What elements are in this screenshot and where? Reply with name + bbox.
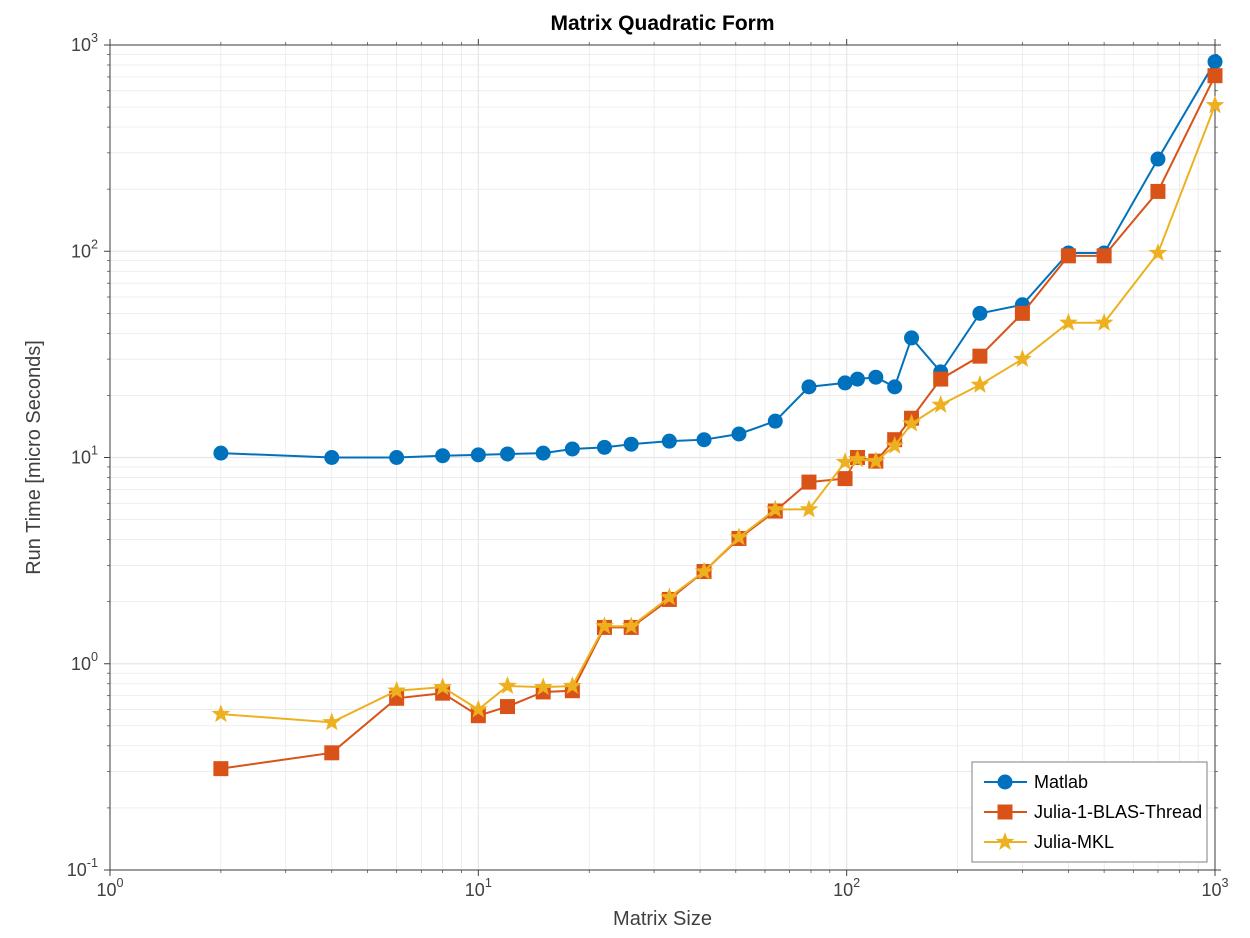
marker-square (1097, 249, 1111, 263)
marker-circle (1151, 152, 1165, 166)
chart-title: Matrix Quadratic Form (550, 12, 774, 35)
marker-circle (888, 380, 902, 394)
marker-circle (697, 433, 711, 447)
marker-circle (390, 451, 404, 465)
marker-circle (214, 446, 228, 460)
legend-label: Julia-1-BLAS-Thread (1034, 802, 1202, 822)
marker-square (325, 746, 339, 760)
marker-circle (325, 451, 339, 465)
chart-container: 10010110210310-1100101102103Matrix SizeR… (0, 0, 1250, 938)
marker-circle (565, 442, 579, 456)
marker-square (838, 472, 852, 486)
marker-square (1015, 306, 1029, 320)
ytick-label: 103 (71, 31, 98, 55)
marker-circle (850, 372, 864, 386)
marker-circle (838, 376, 852, 390)
marker-circle (1208, 55, 1222, 69)
marker-square (1208, 69, 1222, 83)
marker-square (934, 372, 948, 386)
marker-square (500, 700, 514, 714)
marker-circle (905, 331, 919, 345)
marker-square (1061, 249, 1075, 263)
ytick-label: 102 (71, 237, 98, 261)
xtick-label: 102 (833, 876, 860, 900)
ytick-label: 100 (71, 650, 98, 674)
marker-circle (500, 447, 514, 461)
marker-circle (869, 370, 883, 384)
marker-circle (624, 437, 638, 451)
legend-label: Julia-MKL (1034, 832, 1114, 852)
marker-circle (768, 414, 782, 428)
xtick-label: 100 (96, 876, 123, 900)
marker-square (214, 762, 228, 776)
xtick-label: 101 (465, 876, 492, 900)
marker-circle (662, 434, 676, 448)
marker-square (998, 805, 1012, 819)
marker-square (1151, 184, 1165, 198)
marker-square (802, 475, 816, 489)
ylabel: Run Time [micro Seconds] (23, 340, 45, 575)
chart-svg: 10010110210310-1100101102103Matrix SizeR… (0, 0, 1250, 938)
marker-circle (597, 440, 611, 454)
xtick-label: 103 (1201, 876, 1228, 900)
legend-label: Matlab (1034, 772, 1088, 792)
marker-circle (471, 448, 485, 462)
marker-circle (998, 775, 1012, 789)
marker-circle (536, 446, 550, 460)
ytick-label: 101 (71, 444, 98, 468)
marker-circle (436, 449, 450, 463)
marker-circle (802, 380, 816, 394)
xlabel: Matrix Size (613, 908, 712, 930)
ytick-label: 10-1 (67, 856, 98, 880)
marker-circle (973, 306, 987, 320)
marker-circle (732, 427, 746, 441)
marker-square (973, 349, 987, 363)
